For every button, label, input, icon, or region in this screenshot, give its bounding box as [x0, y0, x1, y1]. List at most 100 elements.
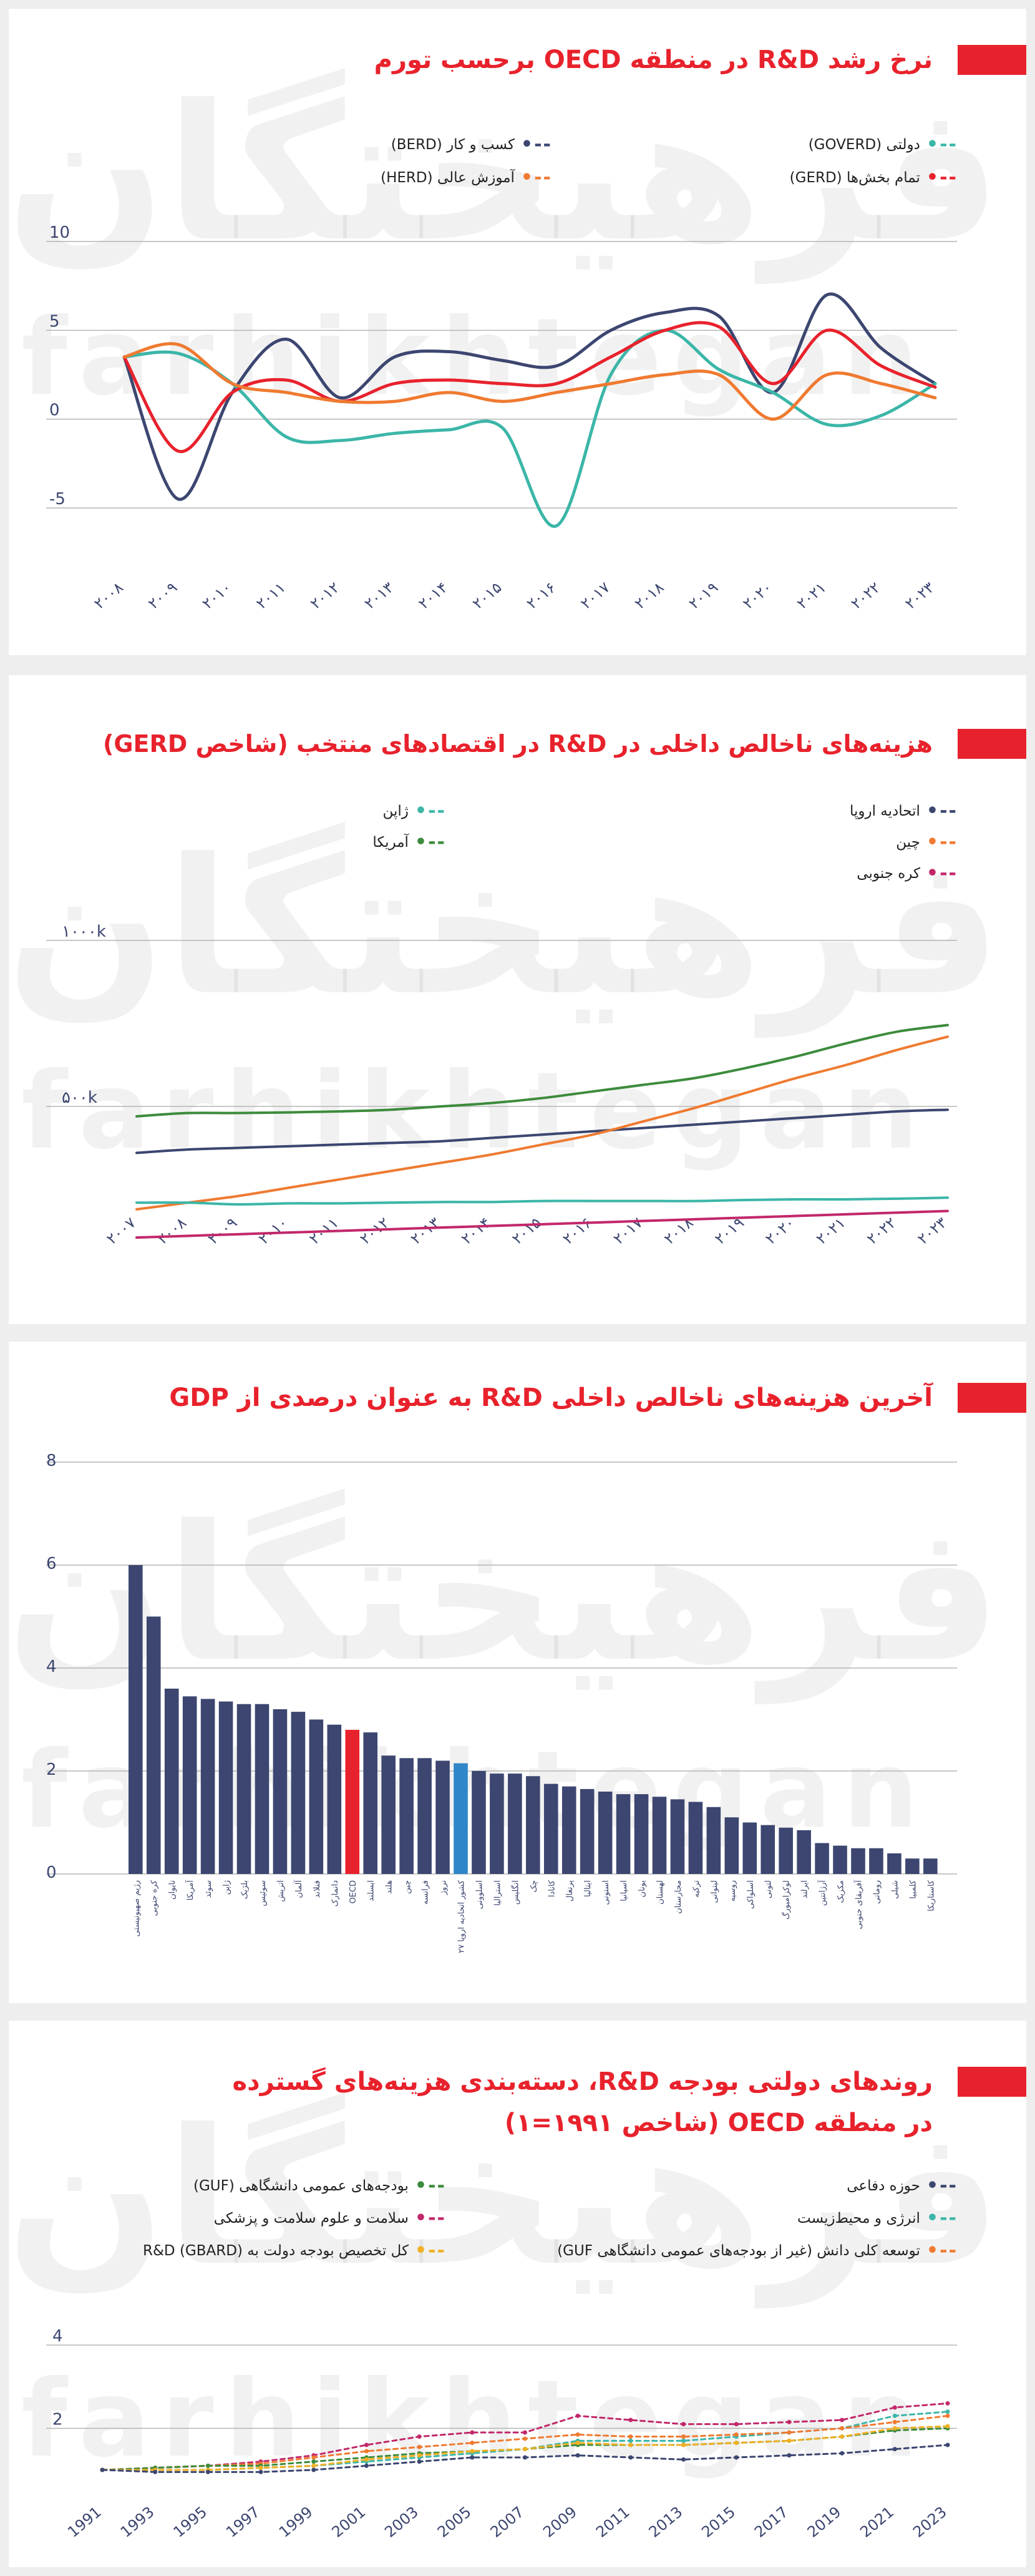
bar [363, 1732, 378, 1874]
series-line [122, 342, 937, 421]
y-tick-label: ۵۰۰k [62, 1088, 97, 1107]
x-tick-label: روسیه [728, 1880, 737, 1901]
bar [146, 1616, 161, 1874]
x-tick-label: لوکزامبورگ [781, 1880, 792, 1920]
panel-title: روندهای دولتی بودجه R&D، دسته‌بندی هزینه… [232, 2067, 933, 2096]
x-tick-label: ۲۰۱۶ [523, 578, 559, 613]
bar [164, 1689, 179, 1874]
bar [255, 1704, 270, 1874]
bar [309, 1719, 324, 1874]
y-tick-label: 0 [49, 401, 60, 420]
bar [797, 1830, 811, 1874]
x-tick-label: اتریش [276, 1880, 286, 1902]
bar [200, 1699, 215, 1874]
x-tick-label: 1999 [276, 2503, 316, 2541]
x-tick-label: ۲۰۰۹ [205, 1214, 240, 1248]
data-point [681, 2434, 686, 2439]
x-tick-label: آرژانتین [817, 1880, 828, 1906]
x-tick-label: ۲۰۲۲ [863, 1214, 899, 1248]
data-point [628, 2438, 633, 2443]
data-point [734, 2441, 739, 2446]
data-point [945, 2424, 950, 2429]
bar [561, 1786, 576, 1874]
x-tick-label: 2015 [698, 2503, 739, 2541]
bar-chart: 8 6 4 2 0 رژیم صهیونیستی کره جنوبی تایوان آمریکا… [46, 1451, 957, 1953]
data-point [470, 2449, 475, 2454]
bar [688, 1802, 703, 1874]
data-point [892, 2447, 897, 2452]
bar [869, 1848, 883, 1874]
x-tick-label: لیتوانی [710, 1880, 719, 1903]
x-tick-label: ۲۰۲۱ [813, 1214, 848, 1248]
x-tick-label: ۲۰۱۰ [199, 578, 235, 613]
line-chart: 4 2 1991 1993 1995 1997 1999 2001 2003 2005 2007 20… [46, 2327, 957, 2541]
bar [652, 1797, 667, 1874]
data-point [153, 2469, 158, 2474]
bar [598, 1792, 613, 1874]
x-tick-label: چین [403, 1880, 412, 1894]
data-point [945, 2413, 950, 2418]
x-tick-label: اسلواکی [746, 1880, 756, 1909]
y-tick-label: 8 [46, 1451, 57, 1470]
x-tick-label: ۲۰۲۱ [794, 578, 829, 613]
panel-government-budget: فرهیختگان farhikhtegan روندهای دولتی بود… [9, 2021, 1026, 2567]
x-tick-label: انگلیس [510, 1880, 520, 1905]
x-tick-label: ۲۰۰۷ [103, 1214, 139, 1248]
x-tick-label: ایتالیا [583, 1880, 593, 1897]
y-tick-label: 6 [46, 1554, 57, 1573]
data-point [734, 2422, 739, 2427]
legend-item: --• حوزه دفاعی [847, 2175, 958, 2197]
x-tick-label: ۲۰۱۷ [610, 1214, 646, 1248]
bar [815, 1843, 829, 1874]
data-point [470, 2430, 475, 2435]
data-point [364, 2449, 369, 2454]
data-point [840, 2426, 845, 2431]
data-point [892, 2426, 897, 2431]
legend-item: --• چین [896, 831, 958, 853]
x-tick-label: ۲۰۲۰ [739, 578, 775, 613]
x-tick-label: کاستاریکا [926, 1880, 936, 1911]
x-tick-label: ۲۰۱۰ [255, 1214, 291, 1248]
panel-title: نرخ رشد R&D در منطقه OECD برحسب تورم [374, 46, 933, 74]
x-tick-label: 1993 [117, 2503, 158, 2541]
x-tick-label: اسپانیا [620, 1880, 629, 1901]
x-tick-label: ایسلند [367, 1880, 376, 1901]
bar [236, 1704, 251, 1874]
data-point [470, 2441, 475, 2446]
data-point [575, 2441, 580, 2446]
data-point [787, 2430, 792, 2435]
y-tick-label: 2 [46, 1760, 57, 1779]
x-tick-label: فنلاند [313, 1880, 322, 1898]
y-tick-label: 4 [52, 2327, 63, 2346]
data-point [945, 2409, 950, 2414]
x-tick-label: آفریقای جنوبی [853, 1880, 864, 1930]
x-tick-label: ۲۰۱۳ [361, 578, 397, 613]
data-point [734, 2455, 739, 2460]
legend-item: --• ژاپن [382, 800, 446, 822]
bar [851, 1848, 865, 1874]
x-tick-label: سوئد [204, 1880, 213, 1898]
title-marker [958, 45, 1026, 75]
data-point [945, 2442, 950, 2447]
x-tick-label: ۲۰۰۸ [154, 1214, 190, 1248]
x-tick-label: استرالیا [493, 1880, 502, 1906]
legend-item: --• انرژی و محیط‌زیست [797, 2207, 958, 2229]
x-tick-label: بلژیک [240, 1880, 250, 1899]
x-tick-label: آمریکا [185, 1880, 195, 1901]
title-marker [958, 2067, 1026, 2097]
x-tick-label: 2019 [804, 2503, 845, 2541]
panel-growth-rate: فرهیختگان farhikhtegan نرخ رشد R&D در من… [9, 9, 1026, 655]
x-tick-label: ۲۷ کشور اتحادیه اروپا [457, 1880, 466, 1953]
legend-item: --• دولتی (GOVERD) [808, 134, 958, 155]
data-point [523, 2430, 527, 2435]
data-point [840, 2434, 845, 2439]
x-tick-label: 2005 [434, 2503, 475, 2541]
data-point [258, 2466, 263, 2471]
data-point [734, 2432, 739, 2437]
x-tick-label: 2001 [329, 2503, 369, 2541]
legend-item: --• آموزش عالی (HERD) [381, 167, 552, 188]
bar [580, 1788, 595, 1874]
bar [905, 1858, 920, 1874]
y-tick-label: 0 [46, 1863, 57, 1882]
x-tick-label: ۲۰۱۵ [508, 1214, 544, 1248]
